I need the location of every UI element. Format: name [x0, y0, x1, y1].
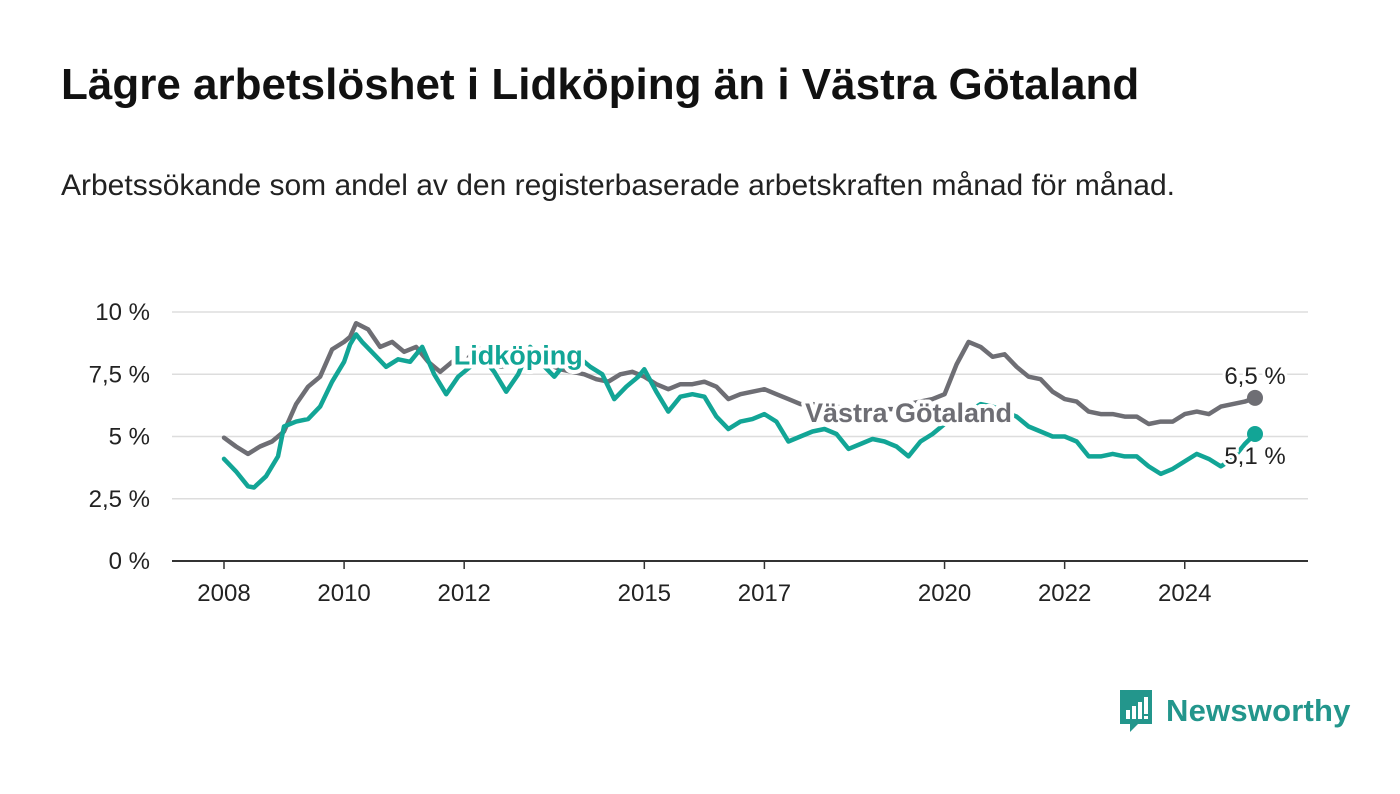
y-tick-label: 0 % [109, 548, 150, 575]
line-chart: 0 % 2,5 % 5 % 7,5 % 10 % 2008 2010 2012 2015 201… [89, 299, 1308, 607]
x-tick-label: 2024 [1158, 580, 1211, 607]
series-label-vastra_gotaland: Västra Götaland [805, 398, 1012, 428]
x-tick-label: 2022 [1038, 580, 1091, 607]
series-line-vastra_gotaland [221, 320, 1258, 457]
brand-name: Newsworthy [1166, 693, 1351, 728]
chart-subtitle: Arbetssökande som andel av den registerb… [61, 169, 1175, 202]
x-tick-label: 2020 [918, 580, 971, 607]
end-value-label-lidkoping: 5,1 % [1224, 443, 1285, 470]
grid-lines [172, 311, 1308, 562]
series-labels: Västra Götaland Lidköping 6,5 % 5,1 % [450, 336, 1289, 473]
series-line-lidkoping [221, 332, 1258, 490]
bar-chart-speech-bubble-icon [1120, 690, 1152, 732]
series-label-lidkoping: Lidköping [454, 340, 583, 370]
y-axis-labels: 0 % 2,5 % 5 % 7,5 % 10 % [89, 299, 150, 575]
newsworthy-logo[interactable]: Newsworthy [1118, 688, 1351, 734]
x-tick-label: 2015 [618, 580, 671, 607]
x-tick-label: 2008 [197, 580, 250, 607]
x-tick-label: 2012 [437, 580, 490, 607]
x-axis-ticks: 2008 2010 2012 2015 2017 2020 2022 2024 [197, 561, 1211, 607]
y-tick-label: 2,5 % [89, 486, 150, 513]
end-point-vastra_gotaland [1247, 389, 1263, 406]
y-tick-label: 10 % [95, 299, 150, 326]
series-lines [221, 320, 1263, 490]
x-tick-label: 2017 [738, 580, 791, 607]
chart-title: Lägre arbetslöshet i Lidköping än i Väst… [61, 60, 1140, 109]
y-tick-label: 5 % [109, 424, 150, 451]
end-value-label-vastra-gotaland: 6,5 % [1224, 363, 1285, 390]
x-tick-label: 2010 [317, 580, 370, 607]
y-tick-label: 7,5 % [89, 361, 150, 388]
end-point-lidkoping [1247, 426, 1263, 443]
